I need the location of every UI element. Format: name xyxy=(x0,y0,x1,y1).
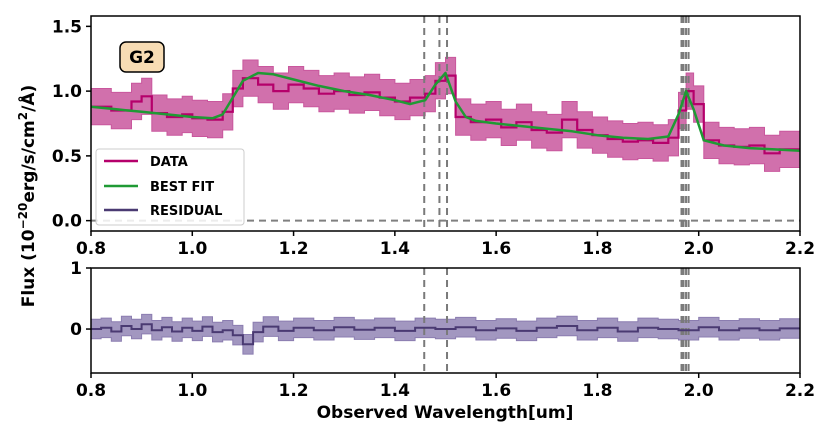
bottom-axes-frame xyxy=(90,267,801,374)
top-panel: 0.0 0.5 1.0 1.5 0.8 1.0 1.2 1.4 1.6 1.8 2.0 2.2 xyxy=(52,15,815,259)
top-axes-frame xyxy=(90,15,801,232)
bottom-y-tick-label-1: 1 xyxy=(70,259,82,279)
best-fit-series-line xyxy=(91,71,800,152)
top-x-tick-label-5: 1.8 xyxy=(582,239,612,259)
bottom-x-tick-label-6: 2.0 xyxy=(684,381,714,401)
top-x-tick-label-6: 2.0 xyxy=(684,239,714,259)
galaxy-badge: G2 xyxy=(119,41,165,73)
bottom-panel: 01 0.8 1.0 1.2 1.4 1.6 1.8 2.0 2.2 xyxy=(70,259,815,401)
top-x-tick-label-0: 0.8 xyxy=(76,239,106,259)
badge-box xyxy=(119,41,165,73)
residual-error-band xyxy=(91,313,800,355)
y-axis-title: Flux (10−20erg/s/cm2/Å) xyxy=(16,85,39,308)
data-error-band xyxy=(91,56,800,172)
bottom-x-tick-label-7: 2.2 xyxy=(785,381,815,401)
bottom-x-tick-label-4: 1.6 xyxy=(481,381,511,401)
top-x-tick-label-1: 1.0 xyxy=(177,239,207,259)
top-x-tick-label-7: 2.2 xyxy=(785,239,815,259)
bottom-x-ticks: 0.8 1.0 1.2 1.4 1.6 1.8 2.0 2.2 xyxy=(76,373,815,401)
bottom-y-tick-label-0: 0 xyxy=(70,320,82,340)
bottom-x-tick-label-2: 1.2 xyxy=(279,381,309,401)
legend-label-residual: RESIDUAL xyxy=(150,204,222,219)
bottom-x-tick-label-3: 1.4 xyxy=(380,381,410,401)
top-y-ticks: 0.0 0.5 1.0 1.5 xyxy=(52,17,91,232)
bottom-x-tick-label-1: 1.0 xyxy=(177,381,207,401)
bottom-x-tick-label-0: 0.8 xyxy=(76,381,106,401)
badge-label: G2 xyxy=(129,48,155,68)
legend-box xyxy=(95,148,245,226)
legend-label-data: DATA xyxy=(150,155,188,170)
top-y-tick-label-1: 0.5 xyxy=(52,147,82,167)
legend-label-best-fit: BEST FIT xyxy=(150,180,214,195)
top-x-tick-label-2: 1.2 xyxy=(279,239,309,259)
top-y-tick-label-3: 1.5 xyxy=(52,17,82,37)
top-y-tick-label-2: 1.0 xyxy=(52,82,82,102)
top-y-tick-label-0: 0.0 xyxy=(52,212,82,232)
x-axis-title: Observed Wavelength[um] xyxy=(317,403,574,423)
top-plot-area xyxy=(91,16,800,231)
legend: DATA BEST FIT RESIDUAL xyxy=(95,148,245,226)
bottom-x-tick-label-5: 1.8 xyxy=(582,381,612,401)
top-x-tick-label-4: 1.6 xyxy=(481,239,511,259)
top-x-tick-label-3: 1.4 xyxy=(380,239,410,259)
bottom-y-ticks: 01 xyxy=(70,259,91,340)
bottom-plot-area xyxy=(91,268,800,373)
residual-series-line xyxy=(91,323,800,346)
top-x-ticks: 0.8 1.0 1.2 1.4 1.6 1.8 2.0 2.2 xyxy=(76,231,815,259)
